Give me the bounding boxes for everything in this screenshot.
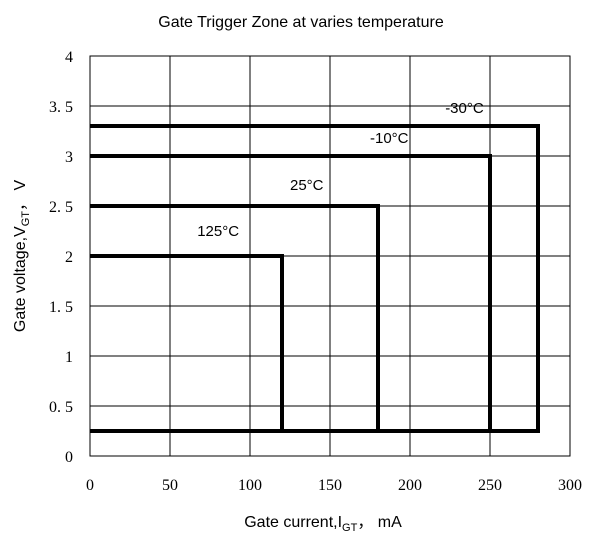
y-tick-labels: 0 0. 5 1 1. 5 2 2. 5 3 3. 5 4 [49,49,73,466]
y-axis-label: Gate voltage,VGT， V [12,180,32,333]
y-tick-label-2: 2 [65,249,73,266]
series-line-2 [90,154,492,433]
y-tick-label-1: 1 [65,349,73,366]
x-tick-label-100: 100 [238,477,262,494]
x-tick-label-250: 250 [478,477,502,494]
series-label-3: 25°C [290,177,324,194]
series-line-4 [90,254,284,433]
y-axis-label-sub: GT [20,211,32,227]
y-tick-label-2.5: 2. 5 [49,199,73,216]
x-axis-label-main: Gate current,I [244,514,342,531]
y-tick-label-0: 0 [65,449,73,466]
y-tick-label-4: 4 [65,49,73,66]
y-tick-label-1.5: 1. 5 [49,299,73,316]
x-axis-label-sub: GT [342,522,358,534]
series-label-1: -30°C [445,100,484,117]
x-tick-label-150: 150 [318,477,342,494]
series-labels: -30°C -10°C 25°C 125°C [197,100,484,240]
x-tick-label-200: 200 [398,477,422,494]
x-tick-label-50: 50 [162,477,178,494]
plot-frame [89,55,571,457]
series-label-2: -10°C [370,130,409,147]
series-label-4: 125°C [197,223,239,240]
chart-title: Gate Trigger Zone at varies temperature [158,14,444,31]
y-axis-label-main: Gate voltage,V [12,226,29,332]
x-tick-label-0: 0 [86,477,94,494]
y-axis-label-unit: ， V [12,180,29,211]
x-tick-labels: 0 50 100 150 200 250 300 [86,477,582,494]
series-line-1 [90,124,540,433]
y-tick-label-0.5: 0. 5 [49,399,73,416]
x-axis-label: Gate current,IGT， mA [244,514,402,534]
y-tick-label-3: 3 [65,149,73,166]
series-group [90,124,540,433]
x-axis-label-unit: ， mA [357,514,402,531]
x-tick-label-300: 300 [558,477,582,494]
y-tick-label-3.5: 3. 5 [49,99,73,116]
